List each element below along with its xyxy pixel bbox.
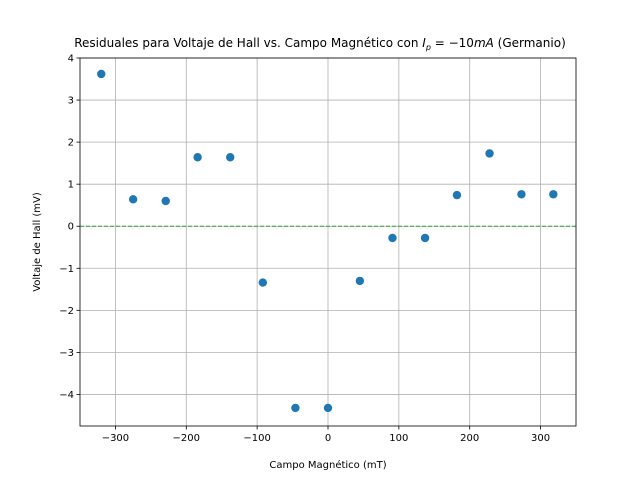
data-point <box>128 195 138 204</box>
x-tick-label: 0 <box>325 433 331 444</box>
y-tick-label: −1 <box>59 264 74 275</box>
data-point <box>388 233 397 243</box>
data-point <box>97 69 106 79</box>
grid <box>80 57 576 426</box>
x-tick-label: 100 <box>389 433 408 444</box>
data-point <box>193 153 202 162</box>
y-tick-label: 2 <box>68 138 74 149</box>
x-tick-label: −100 <box>243 433 270 444</box>
y-tick-label: 4 <box>68 54 74 65</box>
y-tick-label: −3 <box>59 348 74 359</box>
data-point <box>485 149 494 158</box>
data-point <box>323 403 333 413</box>
data-point <box>161 196 170 206</box>
y-tick-label: 1 <box>68 180 74 191</box>
y-tick-label: 3 <box>68 96 74 107</box>
data-point <box>291 403 300 413</box>
x-tick-label: −300 <box>102 433 129 444</box>
y-tick-label: 0 <box>68 222 74 233</box>
data-point <box>452 190 462 200</box>
data-point <box>420 233 430 243</box>
y-tick-label: −2 <box>59 306 74 317</box>
x-tick-label: 200 <box>460 433 479 444</box>
chart-title: Residuales para Voltaje de Hall vs. Camp… <box>74 36 566 52</box>
data-point <box>549 190 558 199</box>
x-axis-ticks: −300 −200 −100 0 100 200 300 <box>102 426 550 444</box>
y-axis-ticks: −4 −3 −2 −1 0 1 2 3 4 <box>59 54 80 401</box>
data-point <box>517 190 526 199</box>
x-axis-label: Campo Magnético (mT) <box>269 459 386 471</box>
x-tick-label: 300 <box>531 433 550 444</box>
data-point <box>258 278 268 287</box>
data-point <box>355 276 365 286</box>
x-tick-label: −200 <box>173 433 200 444</box>
y-tick-label: −4 <box>59 390 74 401</box>
data-point <box>226 153 235 162</box>
y-axis-label: Voltaje de Hall (mV) <box>32 192 43 292</box>
data-points <box>97 69 558 413</box>
